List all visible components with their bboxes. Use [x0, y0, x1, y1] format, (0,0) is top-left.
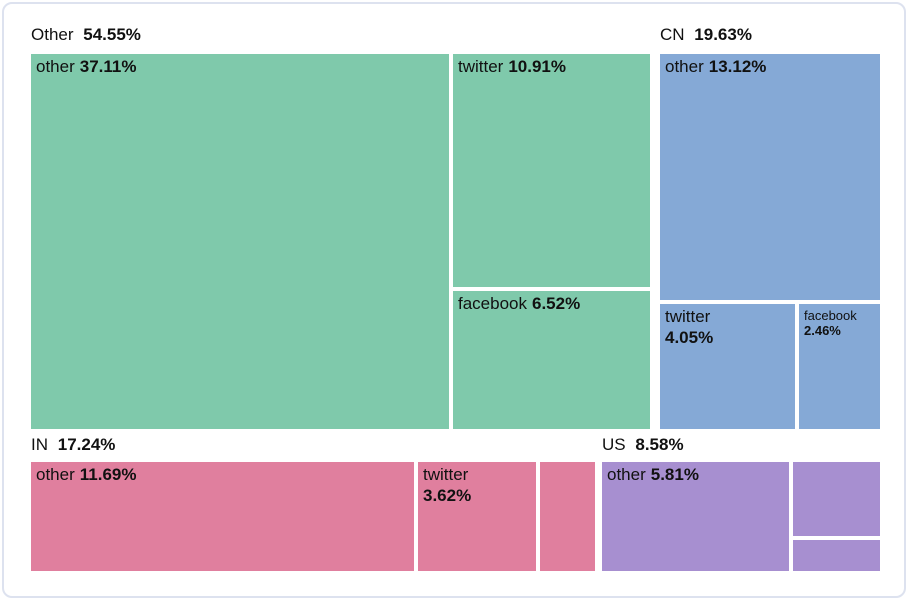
group-pct: 54.55% [83, 25, 141, 44]
cell-us-unlabeled-2[interactable] [793, 540, 880, 571]
cell-cn-twitter[interactable]: twitter 4.05% [660, 304, 795, 429]
cell-label: other 5.81% [607, 465, 699, 484]
cell-label: other 13.12% [665, 57, 767, 76]
group-name: US [602, 435, 626, 454]
group-pct: 19.63% [694, 25, 752, 44]
cell-us-other[interactable]: other 5.81% [602, 462, 789, 571]
group-label-in: IN 17.24% [31, 435, 115, 455]
cell-other-facebook[interactable]: facebook 6.52% [453, 291, 650, 429]
cell-label: other 11.69% [36, 465, 137, 484]
cell-label: other 37.11% [36, 57, 137, 76]
group-pct: 8.58% [635, 435, 684, 454]
cell-label: facebook 6.52% [458, 294, 581, 313]
group-pct: 17.24% [57, 435, 116, 454]
group-label-other: Other 54.55% [31, 25, 141, 45]
group-label-us: US 8.58% [602, 435, 684, 455]
cell-other-other[interactable]: other 37.11% [31, 54, 449, 429]
cell-cn-facebook[interactable]: facebook 2.46% [799, 304, 880, 429]
group-name: CN [660, 25, 685, 44]
cell-in-other[interactable]: other 11.69% [31, 462, 414, 571]
cell-us-unlabeled-1[interactable] [793, 462, 880, 536]
cell-in-twitter[interactable]: twitter 3.62% [418, 462, 536, 571]
cell-label: twitter 4.05% [665, 307, 714, 347]
cell-other-twitter[interactable]: twitter 10.91% [453, 54, 650, 287]
group-name: IN [31, 435, 48, 454]
group-label-cn: CN 19.63% [660, 25, 752, 45]
cell-label: twitter 10.91% [458, 57, 567, 76]
cell-cn-other[interactable]: other 13.12% [660, 54, 880, 300]
cell-label: twitter 3.62% [423, 465, 472, 505]
cell-in-unlabeled[interactable] [540, 462, 595, 571]
cell-label: facebook 2.46% [804, 308, 857, 338]
group-name: Other [31, 25, 74, 44]
